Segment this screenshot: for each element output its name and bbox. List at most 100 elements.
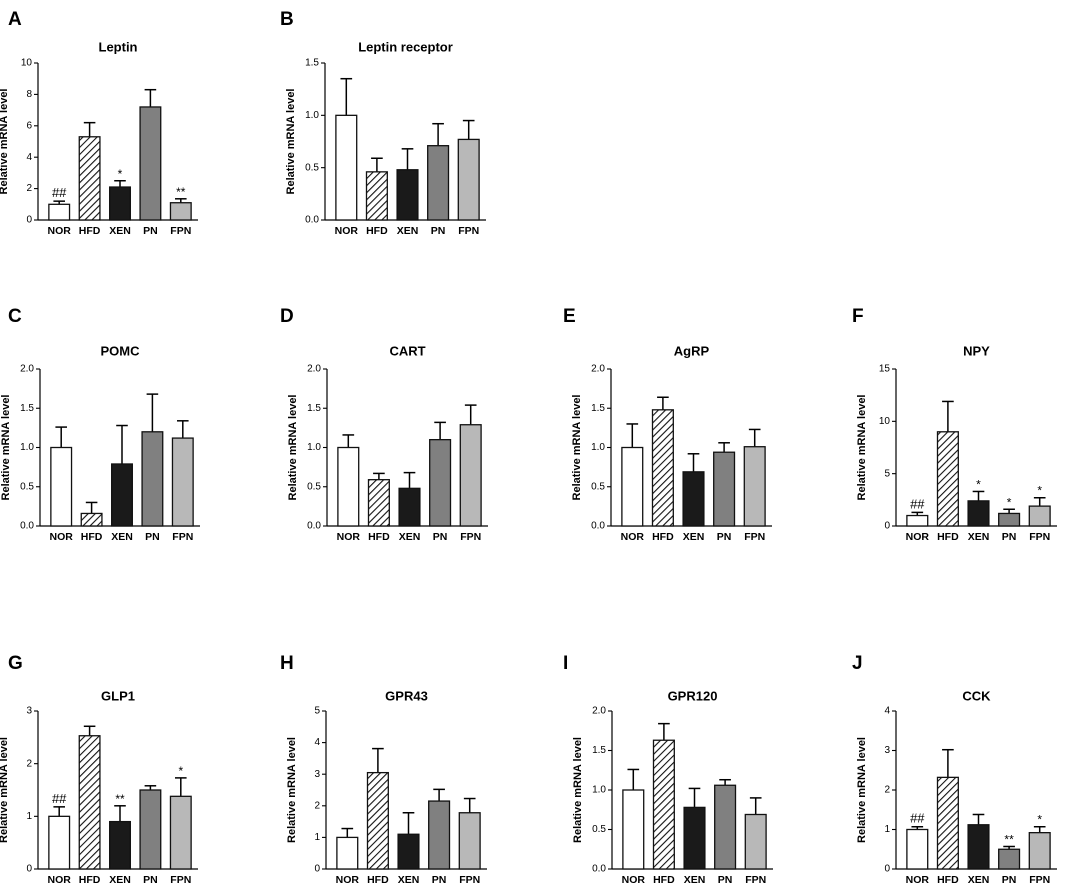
- x-tick-label: HFD: [652, 531, 674, 543]
- chart-title: AgRP: [674, 343, 710, 358]
- bar-nor: [906, 514, 929, 527]
- chart-title: Leptin: [99, 39, 138, 54]
- bar-fpn: [457, 138, 480, 221]
- bar-nor: [337, 446, 360, 527]
- y-tick-label: 2: [26, 183, 32, 194]
- x-tick-label: NOR: [337, 531, 361, 543]
- bar-pn: [713, 451, 736, 527]
- panel-letter: C: [8, 306, 22, 327]
- significance-mark: *: [1007, 495, 1012, 509]
- x-tick-label: HFD: [366, 225, 388, 237]
- y-tick-label: 0.0: [307, 521, 321, 532]
- x-tick-label: XEN: [398, 874, 420, 886]
- bar-pn: [141, 431, 164, 527]
- bar-nor: [48, 815, 71, 870]
- significance-mark: *: [976, 477, 981, 491]
- y-tick-label: 0: [314, 864, 320, 875]
- bar-pn: [428, 800, 451, 870]
- panel-j: J CCK Relative mRNA level 0 1 2 3 4 ## NOR HFD XEN *…: [852, 653, 1057, 886]
- panel-letter: E: [563, 306, 576, 327]
- x-tick-label: PN: [433, 531, 448, 543]
- bar-xen: [109, 186, 131, 221]
- y-tick-label: 4: [884, 706, 890, 717]
- y-tick-label: 1.0: [591, 442, 605, 453]
- y-axis-label: Relative mRNA level: [856, 395, 868, 501]
- x-tick-label: XEN: [397, 225, 419, 237]
- x-tick-label: XEN: [109, 225, 131, 237]
- x-tick-label: FPN: [1029, 531, 1050, 543]
- x-tick-label: FPN: [1029, 874, 1050, 886]
- panel-letter: B: [280, 9, 294, 30]
- x-tick-label: NOR: [335, 225, 359, 237]
- y-axis-label: Relative mRNA level: [0, 89, 10, 195]
- y-tick-label: 15: [879, 364, 891, 375]
- y-tick-label: 0: [884, 864, 890, 875]
- y-tick-label: 8: [26, 89, 32, 100]
- x-tick-label: HFD: [367, 874, 389, 886]
- panel-i: I GPR120 Relative mRNA level 0.0 0.5 1.0 1.5 2.…: [563, 653, 773, 886]
- y-axis-label: Relative mRNA level: [571, 395, 583, 501]
- x-tick-label: FPN: [172, 531, 193, 543]
- y-tick-label: 1.0: [305, 110, 319, 121]
- y-tick-label: 0.0: [305, 215, 319, 226]
- bar-nor: [906, 828, 929, 870]
- bar-hfd: [365, 171, 388, 221]
- y-tick-label: 2.0: [20, 364, 34, 375]
- bar-pn: [998, 512, 1021, 527]
- y-tick-label: 0.0: [592, 864, 606, 875]
- y-tick-label: 0.5: [591, 481, 605, 492]
- bar-fpn: [743, 446, 766, 527]
- x-tick-label: NOR: [336, 874, 360, 886]
- x-tick-label: FPN: [460, 531, 481, 543]
- bar-xen: [396, 169, 419, 221]
- bar-hfd: [366, 771, 389, 870]
- y-tick-label: 3: [26, 706, 32, 717]
- bar-hfd: [936, 776, 959, 870]
- x-tick-label: PN: [143, 874, 158, 886]
- bar-fpn: [169, 202, 192, 221]
- significance-mark: ##: [52, 185, 67, 200]
- panel-b: B Leptin receptor Relative mRNA level 0.0 0.…: [280, 9, 486, 237]
- bar-nor: [622, 789, 645, 870]
- bar-pn: [139, 789, 162, 870]
- y-tick-label: 0.0: [591, 521, 605, 532]
- y-axis-label: Relative mRNA level: [286, 737, 298, 843]
- bar-pn: [998, 848, 1021, 870]
- bar-fpn: [458, 812, 481, 870]
- bar-xen: [683, 806, 706, 870]
- bar-hfd: [78, 136, 101, 221]
- panel-c: C POMC Relative mRNA level 0.0 0.5 1.0 1.5 2.0 N…: [0, 306, 200, 543]
- bar-xen: [398, 487, 421, 527]
- x-tick-label: NOR: [48, 225, 72, 237]
- y-tick-label: 1.5: [305, 58, 319, 69]
- x-tick-label: PN: [1002, 874, 1017, 886]
- x-tick-label: FPN: [745, 874, 766, 886]
- y-tick-label: 0: [26, 864, 32, 875]
- y-tick-label: 1: [314, 832, 320, 843]
- bar-xen: [109, 820, 131, 870]
- x-tick-label: PN: [1002, 531, 1017, 543]
- bar-fpn: [1028, 505, 1051, 527]
- y-tick-label: 0: [26, 215, 32, 226]
- bar-fpn: [1028, 832, 1051, 870]
- bar-hfd: [651, 409, 674, 527]
- panel-letter: I: [563, 653, 568, 674]
- x-tick-label: FPN: [170, 874, 191, 886]
- bar-hfd: [936, 431, 959, 527]
- y-tick-label: 1.5: [307, 403, 321, 414]
- significance-mark: *: [178, 764, 183, 778]
- y-tick-label: 10: [879, 416, 891, 427]
- y-tick-label: 4: [26, 152, 32, 163]
- x-tick-label: XEN: [109, 874, 131, 886]
- y-tick-label: 1.0: [20, 442, 34, 453]
- x-tick-label: FPN: [744, 531, 765, 543]
- y-axis-label: Relative mRNA level: [572, 737, 584, 843]
- panel-letter: F: [852, 306, 864, 327]
- y-tick-label: 2: [884, 785, 890, 796]
- panel-d: D CART Relative mRNA level 0.0 0.5 1.0 1.5 2.0 N…: [280, 306, 488, 543]
- bar-nor: [621, 446, 644, 527]
- bar-nor: [336, 836, 359, 870]
- panel-h: H GPR43 Relative mRNA level 0 1 2 3 4 5 NOR HFD XEN…: [280, 653, 487, 886]
- chart-title: CCK: [962, 688, 991, 703]
- bar-hfd: [652, 739, 675, 870]
